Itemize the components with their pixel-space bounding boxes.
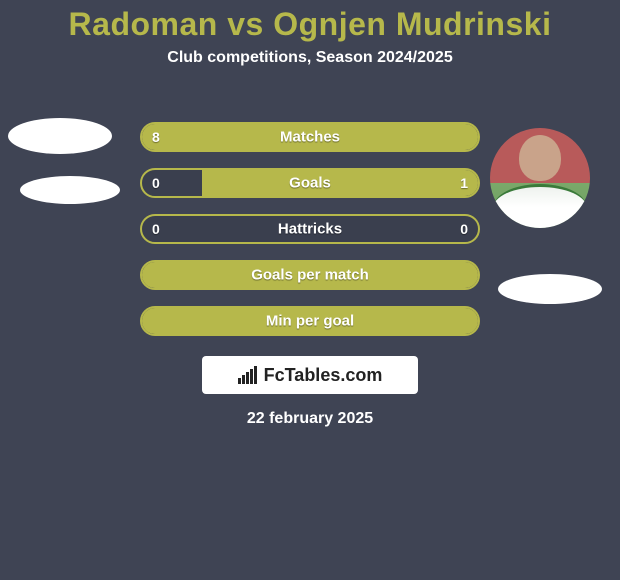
stat-bar: Min per goal bbox=[140, 306, 480, 336]
bar-value-right: 1 bbox=[460, 175, 468, 191]
bar-label: Hattricks bbox=[278, 221, 342, 238]
right-player-name-pill bbox=[498, 274, 602, 304]
stat-bar: Hattricks 0 0 bbox=[140, 214, 480, 244]
stat-bar: Matches 8 bbox=[140, 122, 480, 152]
left-player-name-pill bbox=[20, 176, 120, 204]
stat-bar: Goals per match bbox=[140, 260, 480, 290]
watermark: FcTables.com bbox=[202, 356, 418, 394]
stat-bar: Goals 0 1 bbox=[140, 168, 480, 198]
player-photo bbox=[490, 128, 590, 228]
bar-value-left: 8 bbox=[152, 129, 160, 145]
subtitle: Club competitions, Season 2024/2025 bbox=[0, 49, 620, 67]
right-player-avatar bbox=[490, 128, 590, 228]
bar-label: Goals bbox=[289, 175, 331, 192]
left-player-avatar bbox=[8, 118, 112, 154]
date-text: 22 february 2025 bbox=[247, 410, 373, 428]
bar-value-left: 0 bbox=[152, 175, 160, 191]
bar-label: Goals per match bbox=[251, 267, 369, 284]
chart-icon bbox=[238, 366, 258, 384]
watermark-text: FcTables.com bbox=[264, 365, 383, 386]
bar-label: Matches bbox=[280, 129, 340, 146]
bar-label: Min per goal bbox=[266, 313, 354, 330]
bar-value-left: 0 bbox=[152, 221, 160, 237]
bar-value-right: 0 bbox=[460, 221, 468, 237]
bar-fill-right bbox=[202, 170, 478, 196]
page-title: Radoman vs Ognjen Mudrinski bbox=[0, 0, 620, 43]
stat-bars: Matches 8 Goals 0 1 Hattricks 0 0 Goals per matc… bbox=[140, 122, 480, 352]
